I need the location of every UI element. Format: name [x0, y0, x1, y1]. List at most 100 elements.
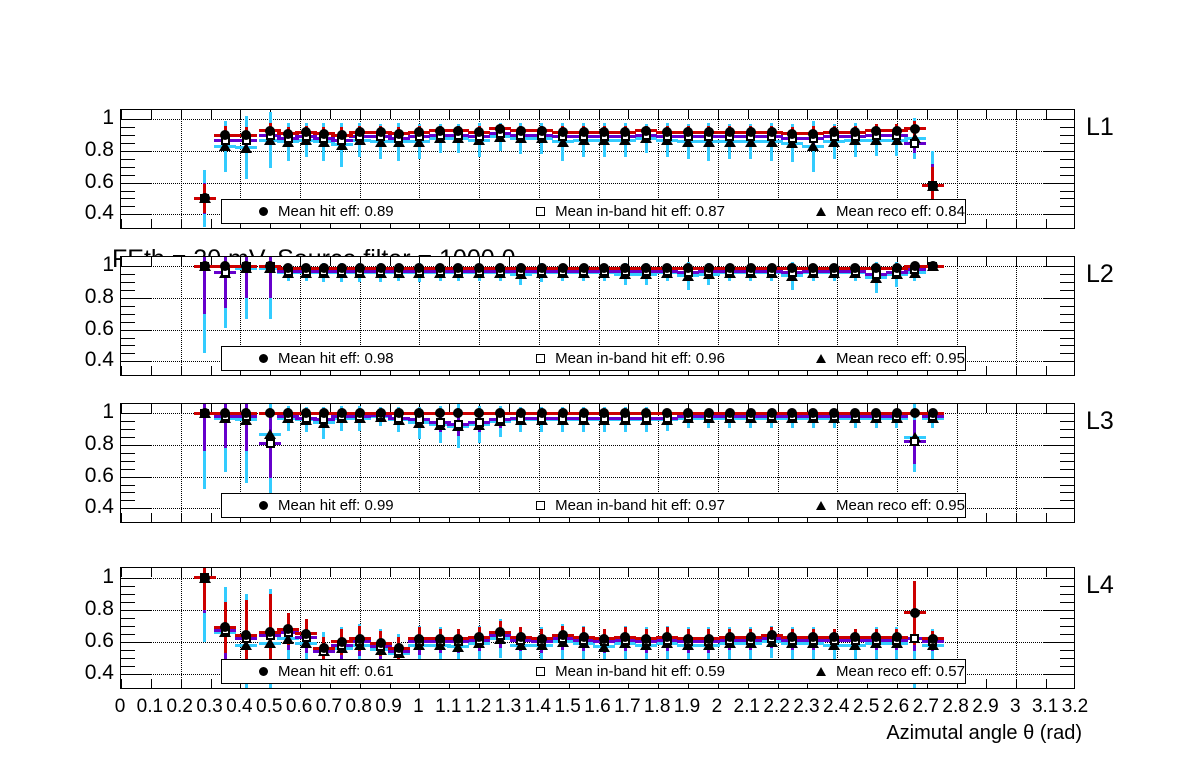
data-point-hit-eff: [724, 408, 735, 419]
x-axis-tick-label: 2.1: [733, 696, 760, 717]
data-point-hit-eff: [318, 263, 329, 274]
x-axis-tick: [419, 110, 421, 119]
grid-line-vertical: [598, 110, 600, 228]
y-axis-minor-tick: [1060, 500, 1074, 502]
data-point-hit-eff: [620, 632, 631, 643]
y-axis-minor-tick: [1060, 665, 1074, 667]
grid-line-vertical: [538, 110, 540, 228]
data-point-hit-eff: [414, 408, 425, 419]
panel-label-l3: L3: [1086, 407, 1114, 435]
data-point-hit-eff: [283, 408, 294, 419]
grid-line-vertical: [419, 257, 421, 375]
data-point-hit-eff: [393, 643, 404, 654]
triangle-marker-icon: [806, 667, 836, 676]
y-axis-minor-tick: [1060, 313, 1074, 315]
x-axis-tick-label: 2.4: [823, 696, 850, 717]
y-axis-tick: [1044, 445, 1074, 447]
data-point-hit-eff: [515, 408, 526, 419]
data-point-reco-eff: [908, 432, 921, 443]
x-axis-tick: [658, 568, 660, 577]
legend-label: Mean hit eff: 0.89: [278, 203, 394, 220]
x-axis-tick-label: 0.8: [345, 696, 372, 717]
data-point-hit-eff: [891, 125, 902, 136]
legend-label: Mean in-band hit eff: 0.96: [555, 350, 725, 367]
y-axis-tick-label: 0.8: [84, 138, 114, 162]
x-axis-tick: [1046, 568, 1048, 577]
x-axis-tick-label: 1.3: [494, 696, 522, 717]
legend-entry: Mean in-band hit eff: 0.96: [517, 350, 798, 367]
y-axis-tick: [1044, 298, 1074, 300]
x-axis-tick: [121, 513, 122, 522]
grid-line-vertical: [240, 257, 242, 375]
grid-line-vertical: [956, 110, 958, 228]
x-axis-tick: [359, 257, 361, 266]
y-axis-tick: [1044, 266, 1074, 268]
data-point-reco-eff: [219, 141, 232, 152]
data-point-hit-eff: [283, 128, 294, 139]
legend-label: Mean reco eff: 0.84: [836, 203, 965, 220]
x-axis-tick: [568, 404, 570, 413]
y-axis-minor-tick: [121, 158, 135, 160]
x-axis-tick-label: 0.7: [315, 696, 343, 717]
x-axis-tick: [598, 257, 600, 266]
x-axis-tick-label: 2.3: [793, 696, 820, 717]
x-axis-tick: [300, 568, 302, 577]
data-point-hit-eff: [536, 263, 547, 274]
y-axis-minor-tick: [121, 166, 135, 168]
grid-line-vertical: [180, 568, 182, 688]
data-point-hit-eff: [515, 125, 526, 136]
data-point-hit-eff: [766, 127, 777, 138]
data-point-hit-eff: [850, 263, 861, 274]
x-axis-tick: [389, 404, 391, 413]
data-point-reco-eff: [240, 640, 253, 651]
x-axis-tick: [628, 110, 630, 119]
data-point-hit-eff: [435, 125, 446, 136]
data-point-hit-eff: [414, 263, 425, 274]
y-axis-minor-tick: [121, 353, 135, 355]
data-point-hit-eff: [745, 408, 756, 419]
x-axis-tick-label: 2.9: [972, 696, 999, 717]
data-point-inband-hit-eff: [453, 420, 463, 430]
data-point-hit-eff: [435, 633, 446, 644]
x-axis-tick: [1016, 679, 1018, 688]
data-point-reco-eff: [908, 133, 921, 144]
x-axis-tick: [1046, 219, 1048, 228]
grid-line-vertical: [180, 110, 182, 228]
grid-line-vertical: [1016, 110, 1018, 228]
data-point-reco-eff: [765, 136, 778, 147]
data-point-hit-eff: [829, 263, 840, 274]
data-point-hit-eff: [515, 632, 526, 643]
data-point-hit-eff: [927, 408, 938, 419]
x-axis-tick: [747, 568, 749, 577]
error-bar-vertical: [244, 404, 248, 452]
x-axis-tick: [121, 110, 122, 119]
x-axis-tick: [717, 404, 719, 413]
x-axis-tick: [777, 568, 779, 577]
grid-line-vertical: [896, 110, 898, 228]
x-axis-tick-label: 3: [1010, 696, 1021, 717]
data-point-hit-eff: [871, 263, 882, 274]
data-point-hit-eff: [557, 408, 568, 419]
data-point-reco-eff: [240, 142, 253, 153]
x-axis-tick: [598, 568, 600, 577]
data-point-hit-eff: [453, 263, 464, 274]
data-point-hit-eff: [620, 263, 631, 274]
data-point-reco-eff: [890, 135, 903, 145]
grid-line-vertical: [300, 568, 302, 688]
y-axis-minor-tick: [1060, 127, 1074, 129]
x-axis-tick-label: 0.2: [166, 696, 193, 717]
x-axis-tick: [956, 110, 958, 119]
data-point-hit-eff: [927, 633, 938, 644]
x-axis-tick: [807, 404, 809, 413]
marker-glyph: [816, 667, 827, 676]
y-axis-minor-tick: [121, 617, 135, 619]
y-axis-tick-label: 1: [102, 564, 114, 588]
x-axis-tick: [926, 568, 928, 577]
x-axis-tick: [150, 513, 152, 522]
y-axis-minor-tick: [121, 198, 135, 200]
marker-glyph: [816, 501, 827, 510]
grid-line-horizontal: [121, 445, 1074, 447]
x-axis-tick: [210, 513, 212, 522]
y-axis-minor-tick: [1060, 468, 1074, 470]
data-point-hit-eff: [414, 633, 425, 644]
